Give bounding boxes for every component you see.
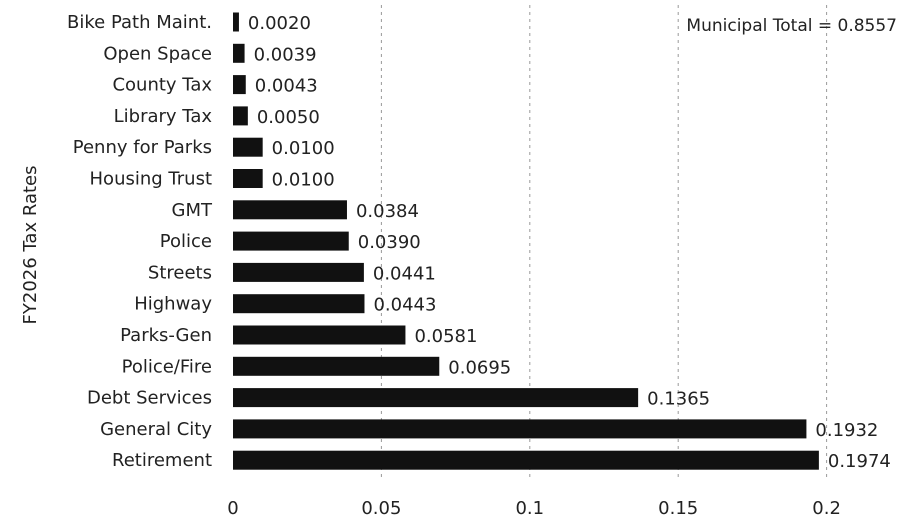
category-label-highway: Highway xyxy=(134,294,212,315)
value-label-debt-services: 0.1365 xyxy=(647,389,710,410)
value-label-library-tax: 0.0050 xyxy=(257,107,320,128)
category-label-retirement: Retirement xyxy=(112,450,212,471)
value-label-housing-trust: 0.0100 xyxy=(272,170,335,191)
value-label-bike-path-maint: 0.0020 xyxy=(248,13,311,34)
x-tick-label-0.1: 0.1 xyxy=(515,498,544,519)
category-label-gmt: GMT xyxy=(172,200,213,221)
bar-debt-services xyxy=(233,388,639,408)
bar-open-space xyxy=(233,43,245,63)
x-tick-label-0.15: 0.15 xyxy=(658,498,698,519)
x-tick-label-0: 0 xyxy=(227,498,238,519)
value-label-penny-for-parks: 0.0100 xyxy=(272,138,335,159)
category-label-streets: Streets xyxy=(148,262,212,283)
x-tick-layer: 0 0.05 0.1 0.15 0.2 xyxy=(227,498,841,519)
bar-police-fire xyxy=(233,356,440,376)
bar-police xyxy=(233,231,349,251)
category-label-parks-gen: Parks-Gen xyxy=(120,325,212,346)
category-label-layer: Bike Path Maint. Open Space County Tax Libr… xyxy=(67,12,213,471)
bar-penny-for-parks xyxy=(233,137,263,157)
value-label-county-tax: 0.0043 xyxy=(255,76,318,97)
value-label-retirement: 0.1974 xyxy=(828,451,891,472)
value-label-highway: 0.0443 xyxy=(373,295,436,316)
category-label-police-fire: Police/Fire xyxy=(122,356,212,377)
category-label-debt-services: Debt Services xyxy=(87,388,212,409)
value-label-streets: 0.0441 xyxy=(373,263,436,284)
bar-general-city xyxy=(233,419,807,439)
municipal-total-annotation: Municipal Total = 0.8557 xyxy=(686,16,897,36)
category-label-general-city: General City xyxy=(100,419,212,440)
category-label-bike-path-maint: Bike Path Maint. xyxy=(67,12,212,33)
bar-county-tax xyxy=(233,75,246,95)
y-axis-title: FY2026 Tax Rates xyxy=(20,166,41,325)
category-label-police: Police xyxy=(160,231,212,252)
category-label-open-space: Open Space xyxy=(103,43,212,64)
value-label-open-space: 0.0039 xyxy=(254,44,317,65)
bar-library-tax xyxy=(233,106,248,126)
value-label-general-city: 0.1932 xyxy=(815,420,878,441)
value-label-police: 0.0390 xyxy=(358,232,421,253)
category-label-library-tax: Library Tax xyxy=(114,106,213,127)
bar-housing-trust xyxy=(233,169,263,188)
category-label-penny-for-parks: Penny for Parks xyxy=(73,137,212,158)
bar-layer xyxy=(233,12,819,470)
value-label-layer: 0.0020 0.0039 0.0043 0.0050 0.0100 0.0100 0.03… xyxy=(248,13,891,472)
bar-retirement xyxy=(233,450,819,470)
value-label-parks-gen: 0.0581 xyxy=(414,326,477,347)
category-label-county-tax: County Tax xyxy=(112,75,212,96)
value-label-gmt: 0.0384 xyxy=(356,201,419,222)
bar-gmt xyxy=(233,200,347,220)
bar-streets xyxy=(233,262,364,282)
category-label-housing-trust: Housing Trust xyxy=(90,169,212,190)
bar-bike-path-maint xyxy=(233,12,239,32)
bar-parks-gen xyxy=(233,325,406,345)
bar-highway xyxy=(233,294,365,314)
x-tick-label-0.05: 0.05 xyxy=(361,498,401,519)
value-label-police-fire: 0.0695 xyxy=(448,357,511,378)
x-tick-label-0.2: 0.2 xyxy=(812,498,841,519)
